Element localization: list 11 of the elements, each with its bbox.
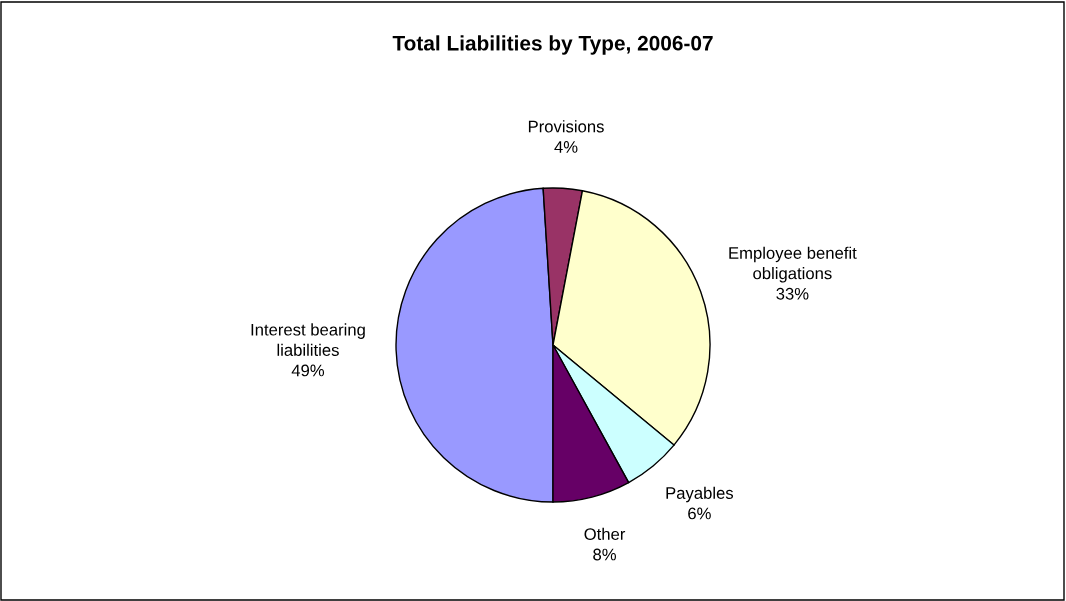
- data-label: 33%: [776, 287, 809, 300]
- data-label: 49%: [291, 364, 325, 377]
- data-label: 4%: [554, 141, 578, 153]
- slice-label: Interest bearing liabilities: [251, 323, 365, 356]
- slice-label: Employee benefit obligations: [729, 246, 857, 283]
- data-label: 6%: [688, 507, 711, 520]
- data-label: 8%: [593, 548, 616, 561]
- chart-title: Total Liabilities by Type, 2006-07: [392, 35, 713, 55]
- slice-label: Provisions: [528, 120, 604, 133]
- slice-label: Payables: [666, 486, 734, 503]
- slice-label: Other: [584, 527, 626, 541]
